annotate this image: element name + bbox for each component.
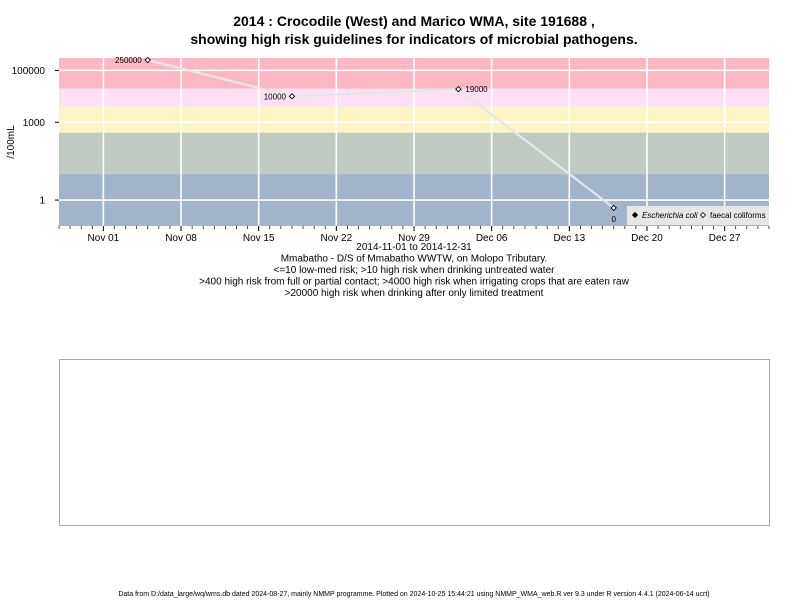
x-tick-label-4: Nov 29 [398,233,430,244]
y-tick-label-1: 1000 [23,118,46,129]
subtitle-line-4: >20000 high risk when drinking after onl… [285,288,544,299]
series-line-0 [147,58,615,209]
legend-label-escherichia-coli: Escherichia coli [642,211,698,220]
subtitle-line-0: 2014-11-01 to 2014-12-31 [356,242,472,253]
y-axis-label: /100mL [6,125,17,159]
legend-marker-faecal-coliforms [699,211,707,219]
legend-marker-escherichia-coli [631,211,639,219]
data-label-2: 19000 [465,85,488,94]
y-axis: 1 1000 100000 [12,66,59,207]
horizontal-gridlines [59,69,769,201]
x-tick-label-3: Nov 22 [321,233,353,244]
x-tick-label-2: Nov 15 [243,233,275,244]
data-point-1 [288,93,296,100]
x-axis: Nov 01 Nov 08 Nov 15 Nov 22 Nov 29 Dec 06 Dec … [58,226,770,244]
x-tick-label-6: Dec 13 [553,233,585,244]
data-point-2 [455,85,462,93]
x-tick-label-8: Dec 27 [709,233,741,244]
x-tick-label-0: Nov 01 [88,233,120,244]
y-tick-label-2: 100000 [12,66,46,77]
empty-second-panel [59,359,770,526]
footer-note: Data from D:/data_large/wq/wms.db dated … [118,591,709,598]
data-label-0: 250000 [115,56,142,65]
x-tick-label-5: Dec 06 [476,233,508,244]
legend-label-faecal-coliforms: faecal coliforms [710,211,766,220]
data-label-1: 10000 [264,92,287,101]
legend-box [627,206,769,225]
data-point-3 [610,204,617,212]
subtitle-line-2: <=10 low-med risk; >10 high risk when dr… [274,265,556,276]
chart-title-line2: showing high risk guidelines for indicat… [190,31,637,47]
subtitle-line-1: Mmabatho - D/S of Mmabatho WWTW, on Molo… [281,254,548,265]
vertical-gridlines [102,58,726,226]
x-tick-label-7: Dec 20 [631,233,663,244]
data-label-3: 0 [611,215,616,224]
x-tick-label-1: Nov 08 [165,233,197,244]
legend: Escherichia coli faecal coliforms [627,206,769,225]
chart-title-line1: 2014 : Crocodile (West) and Marico WMA, … [233,13,595,29]
data-point-0 [144,56,151,64]
series-faecal-coliforms: 250000 10000 19000 0 [115,56,617,224]
y-tick-label-0: 1 [39,196,45,207]
subtitle-line-3: >400 high risk from full or partial cont… [199,277,629,288]
